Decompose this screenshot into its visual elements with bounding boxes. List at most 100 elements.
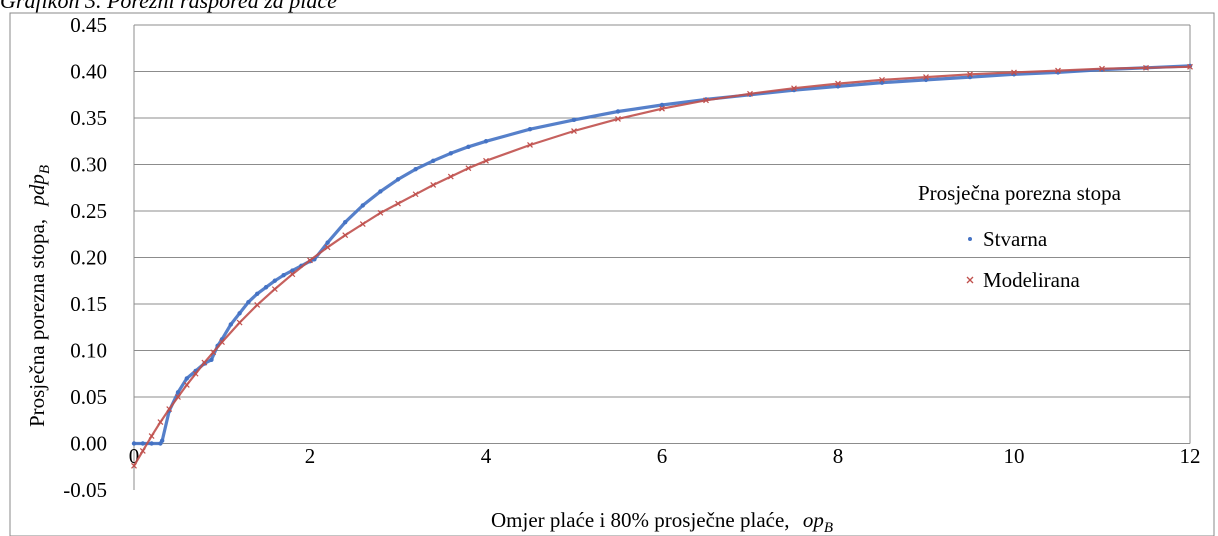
data-point-stroke xyxy=(289,271,296,278)
y-tick-label: 0.45 xyxy=(70,13,107,37)
y-tick-label: 0.35 xyxy=(70,106,107,130)
data-point xyxy=(192,370,199,377)
data-point-stroke xyxy=(1099,65,1105,72)
data-point-stroke xyxy=(923,74,929,81)
data-point xyxy=(131,441,137,446)
data-point xyxy=(1187,63,1193,70)
data-point-stroke xyxy=(747,90,753,97)
y-tick-label: -0.05 xyxy=(63,478,107,502)
data-point xyxy=(201,359,208,366)
data-point-stroke xyxy=(1055,67,1061,74)
data-point-stroke xyxy=(412,191,419,198)
data-point-stroke xyxy=(210,349,217,356)
y-tick-label: 0.05 xyxy=(70,385,107,409)
data-point xyxy=(791,85,797,92)
x-tick-label: 8 xyxy=(833,444,844,468)
data-point xyxy=(431,158,436,163)
data-point-stroke xyxy=(192,370,199,377)
x-tick-label: 10 xyxy=(1004,444,1025,468)
data-point xyxy=(465,165,472,172)
data-point xyxy=(1099,65,1105,72)
data-point-stroke xyxy=(219,339,225,346)
data-point xyxy=(139,448,146,454)
data-point xyxy=(175,390,181,395)
data-point-stroke xyxy=(659,105,665,112)
data-point xyxy=(271,286,278,293)
data-point xyxy=(255,291,260,296)
data-point xyxy=(228,322,233,327)
gridlines xyxy=(134,24,1190,444)
data-point xyxy=(923,74,929,81)
data-point-stroke xyxy=(465,165,472,172)
data-point-stroke xyxy=(1143,64,1149,71)
data-point-stroke xyxy=(571,128,577,134)
data-point xyxy=(967,71,973,78)
data-point xyxy=(378,189,383,194)
y-axis-label: Prosječna porezna stopa, pdpB xyxy=(25,165,53,427)
data-point xyxy=(140,441,145,446)
data-point-stroke xyxy=(175,394,181,400)
data-point xyxy=(343,219,348,225)
data-point xyxy=(246,299,251,305)
data-point-stroke xyxy=(377,209,384,216)
figure-caption: Grafikon 3. Porezni raspored za plaće xyxy=(0,0,337,13)
data-point xyxy=(1143,64,1149,71)
legend-label-stvarna: Stvarna xyxy=(983,227,1048,251)
y-axis-label-sub: B xyxy=(37,165,53,174)
data-point xyxy=(659,105,665,112)
series-modelirana xyxy=(131,63,1193,469)
data-point-stroke xyxy=(359,221,366,227)
data-point xyxy=(430,182,437,188)
x-axis-label: Omjer plaće i 80% prosječne plaće, opB xyxy=(491,508,833,536)
x-axis-label-text: Omjer plaće i 80% prosječne plaće, xyxy=(491,508,790,532)
data-point xyxy=(412,191,419,198)
data-point-stroke xyxy=(139,448,146,454)
y-tick-label: 0.15 xyxy=(70,292,107,316)
axes xyxy=(133,25,1191,490)
data-point-stroke xyxy=(157,419,164,426)
legend-marker-modelirana xyxy=(966,276,974,284)
y-tick-label: 0.25 xyxy=(70,199,107,223)
legend: Prosječna porezna stopa Stvarna Modelira… xyxy=(918,181,1122,292)
data-point xyxy=(131,462,137,469)
data-point xyxy=(747,90,753,97)
data-point-stroke xyxy=(703,97,709,104)
data-point-stroke xyxy=(342,232,349,239)
data-point-stroke xyxy=(236,319,243,326)
y-tick-label: 0.30 xyxy=(70,153,107,177)
data-point-stroke xyxy=(395,200,401,207)
data-point-stroke xyxy=(527,142,533,148)
data-point-stroke xyxy=(791,85,797,92)
data-point xyxy=(571,117,577,123)
data-point xyxy=(210,349,217,356)
y-tick-label: 0.20 xyxy=(70,246,107,270)
data-point xyxy=(175,394,181,400)
data-point-stroke xyxy=(201,359,208,366)
data-point xyxy=(835,80,841,87)
data-point xyxy=(184,376,189,381)
data-point xyxy=(307,257,313,264)
data-point xyxy=(615,116,621,122)
data-point-stroke xyxy=(307,257,313,264)
data-point xyxy=(360,203,365,208)
y-tick-labels: 0.45 0.40 0.35 0.30 0.25 0.20 0.15 0.10 0.05 0.00… xyxy=(63,13,107,502)
data-point-stroke xyxy=(131,462,137,469)
legend-title: Prosječna porezna stopa xyxy=(918,181,1122,205)
data-point xyxy=(571,128,577,134)
data-point-stroke xyxy=(271,286,278,293)
data-point xyxy=(466,144,471,150)
legend-label-modelirana: Modelirana xyxy=(983,268,1080,292)
data-point-stroke xyxy=(1187,63,1193,70)
data-point-stroke xyxy=(615,116,621,122)
data-point xyxy=(527,126,533,132)
data-point xyxy=(159,438,165,443)
data-point xyxy=(290,268,295,273)
data-point xyxy=(448,151,453,156)
data-point-stroke xyxy=(430,182,437,188)
data-point-stroke xyxy=(254,302,261,308)
series-layer xyxy=(131,63,1193,469)
data-point xyxy=(289,271,296,278)
data-point xyxy=(483,139,489,144)
data-point xyxy=(237,311,242,316)
